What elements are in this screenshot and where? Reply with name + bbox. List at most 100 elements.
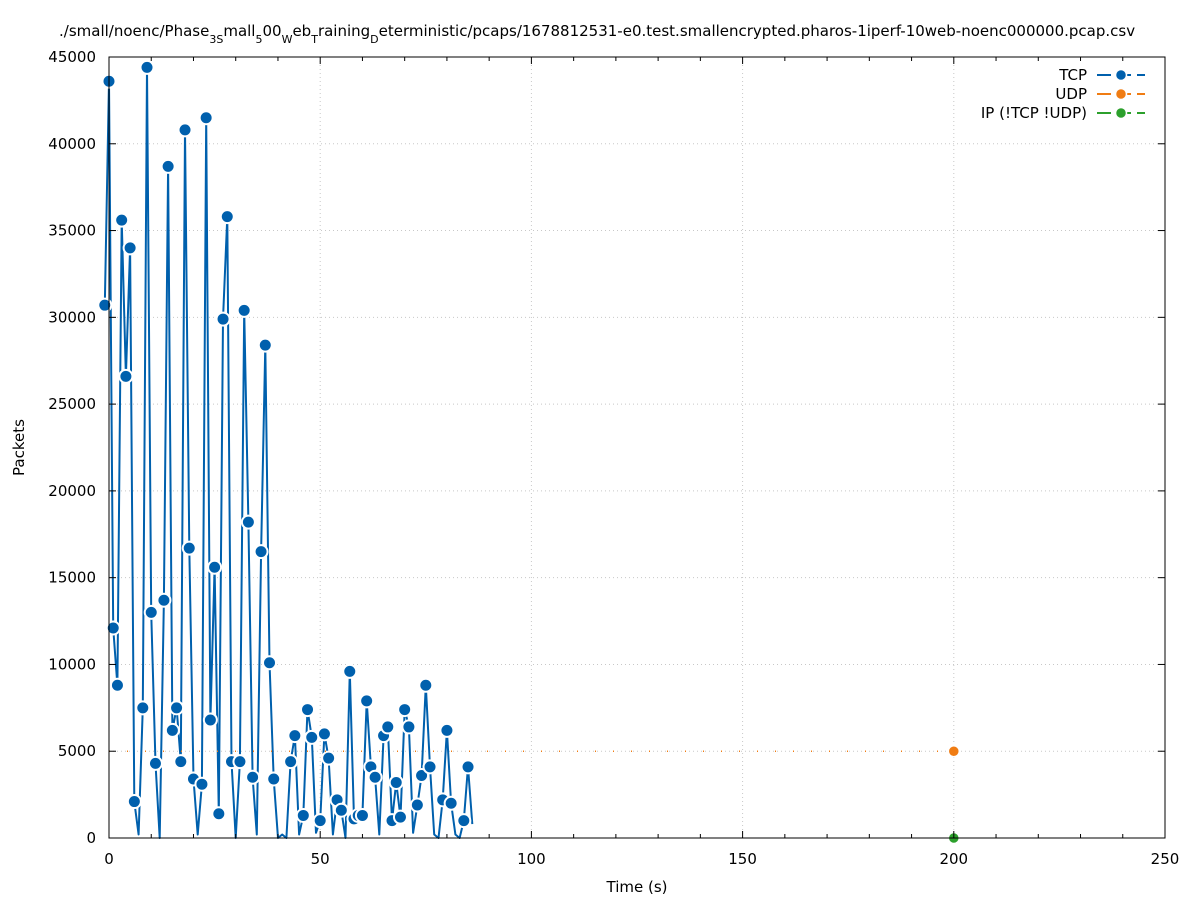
title-subscript: T [310,33,318,46]
data-point [392,809,408,825]
data-point [397,702,413,718]
data-point [143,604,159,620]
data-point [181,540,197,556]
title-subscript: 3S [209,33,223,46]
data-point [215,311,231,327]
data-point [114,212,130,228]
series-1 [109,744,961,758]
y-tick-label: 20000 [48,482,96,500]
data-point [414,768,430,784]
title-segment: raining [318,22,370,40]
legend-entry: IP (!TCP !UDP) [981,104,1145,122]
y-tick-label: 0 [86,829,96,847]
data-point [333,802,349,818]
data-point [240,514,256,530]
data-point [109,677,125,693]
y-tick-label: 10000 [48,655,96,673]
x-tick-label: 150 [728,850,757,868]
y-tick-label: 30000 [48,308,96,326]
data-point [122,240,138,256]
data-point [177,122,193,138]
data-point [97,297,113,313]
data-point [135,700,151,716]
data-point [202,712,218,728]
grid-lines [109,57,1165,838]
title-segment: eb [292,22,311,40]
title-subscript: 5 [255,33,262,46]
data-point [354,807,370,823]
data-point [232,754,248,770]
data-point [257,337,273,353]
data-point [388,774,404,790]
data-point [126,794,142,810]
data-point [211,806,227,822]
x-tick-label: 100 [517,850,546,868]
data-point [418,677,434,693]
x-tick-label: 250 [1151,850,1180,868]
data-point [164,722,180,738]
data-point [266,771,282,787]
legend-marker [1114,68,1128,82]
y-tick-label: 25000 [48,395,96,413]
data-point [409,797,425,813]
data-point [236,302,252,318]
data-point [253,544,269,560]
data-point [359,693,375,709]
data-point [147,755,163,771]
x-tick-label: 0 [104,850,114,868]
data-point [139,59,155,75]
series-layer [97,59,961,845]
data-point [401,719,417,735]
data-point [316,726,332,742]
title-segment: ./small/noenc/Phase [59,22,209,40]
y-tick-label: 15000 [48,569,96,587]
data-point [156,592,172,608]
y-tick-label: 45000 [48,48,96,66]
legend-label: UDP [1055,85,1087,103]
data-point [342,663,358,679]
chart-title: ./small/noenc/Phase3Small500WebTrainingD… [59,22,1135,46]
data-point [194,776,210,792]
series-line [103,66,474,839]
title-subscript: D [370,33,378,46]
data-point [160,158,176,174]
data-point [262,655,278,671]
legend-entry: TCP [1058,66,1145,84]
data-point [312,813,328,829]
y-tick-label: 35000 [48,222,96,240]
legend-label: TCP [1058,66,1087,84]
data-point [367,769,383,785]
data-point [207,559,223,575]
x-tick-label: 50 [311,850,330,868]
axis-ticks: 0 50 100 150 200 250 0 5000 10000 15000 20000 25000… [48,48,1179,868]
x-axis-title: Time (s) [606,878,668,896]
title-segment: mall [223,22,255,40]
data-point [456,813,472,829]
plot-area-frame [108,56,1166,839]
data-point [245,769,261,785]
series-0 [97,59,476,839]
data-point [439,722,455,738]
data-point [198,110,214,126]
x-tick-label: 200 [939,850,968,868]
legend-label: IP (!TCP !UDP) [981,104,1087,122]
title-subscript: W [282,33,293,46]
data-point [380,719,396,735]
legend-marker [1114,106,1128,120]
data-point [443,795,459,811]
data-point [947,744,961,758]
data-point [422,759,438,775]
y-tick-label: 5000 [58,742,96,760]
data-point [283,754,299,770]
data-point [304,729,320,745]
data-point [287,728,303,744]
data-point [105,620,121,636]
y-axis-title: Packets [10,419,28,476]
title-segment: 00 [262,22,281,40]
title-segment: eterministic/pcaps/1678812531-e0.test.sm… [379,22,1136,40]
legend-marker [1114,87,1128,101]
data-point [173,754,189,770]
data-point [321,750,337,766]
